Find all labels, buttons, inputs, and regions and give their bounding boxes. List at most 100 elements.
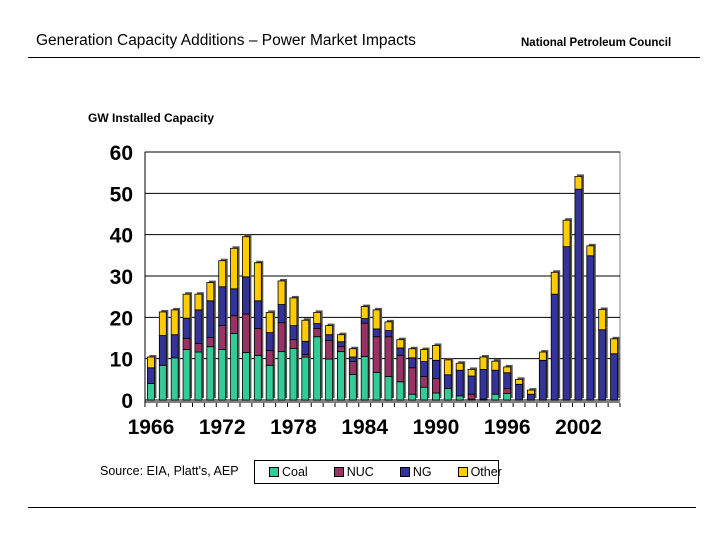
bar-segment-coal-1975 [253, 354, 262, 401]
bar-segment-coal-1966 [147, 383, 155, 401]
bar-segment-coal-1977 [277, 351, 286, 401]
bar-segment-other-1985 [372, 309, 381, 330]
bar-segment-ng-1976 [265, 332, 274, 351]
bar-segment-other-1994 [479, 356, 488, 370]
bar-segment-other-1978 [289, 297, 298, 327]
bar-segment-other-1990 [432, 345, 440, 361]
bar-segment-coal-1992 [455, 395, 464, 401]
bar-segment-ng-1980 [313, 323, 322, 329]
bar-segment-coal-1978 [289, 347, 298, 401]
bar-segment-ng-2005 [610, 353, 618, 401]
legend-label: Other [470, 465, 502, 479]
bar-segment-other-1988 [408, 348, 417, 359]
bar-segment-ng-1975 [253, 300, 262, 329]
bar-segment-coal-1970 [194, 351, 203, 401]
bar-segment-ng-1983 [348, 356, 357, 362]
bar-segment-other-1971 [206, 282, 215, 302]
bar-segment-coal-1974 [242, 352, 250, 401]
bar-segment-ng-1996 [503, 372, 512, 389]
bar-segment-ng-1982 [337, 341, 345, 348]
legend-label: NUC [346, 465, 374, 479]
bar-segment-ng-1987 [396, 347, 405, 356]
bar-segment-other-1982 [337, 334, 345, 343]
legend-swatch [457, 467, 468, 477]
bar-segment-coal-1990 [432, 392, 440, 401]
legend-swatch [399, 467, 410, 477]
x-tick-label: 1996 [484, 416, 531, 439]
bar-segment-nuc-1990 [432, 378, 440, 394]
bar-segment-nuc-1971 [206, 337, 215, 348]
bar-segment-other-1983 [348, 348, 357, 358]
bar-segment-other-2003 [586, 245, 595, 257]
bar-segment-ng-1998 [527, 393, 535, 401]
legend-swatch [333, 467, 344, 477]
y-tick-label: 50 [110, 183, 133, 206]
bar-segment-other-1987 [396, 339, 405, 349]
bar-segment-other-1999 [538, 351, 547, 361]
bar-segment-ng-2003 [586, 255, 595, 401]
bar-segment-coal-1972 [218, 349, 227, 401]
bar-segment-other-2004 [598, 309, 607, 331]
bar-segment-ng-1994 [479, 369, 488, 400]
legend-label: Coal [282, 465, 308, 479]
bar-segment-other-1969 [182, 293, 191, 319]
bar-segment-coal-1991 [443, 388, 452, 401]
bar-segment-ng-1970 [194, 309, 203, 344]
page-title: Generation Capacity Additions – Power Ma… [36, 32, 416, 49]
bar-segment-coal-1981 [325, 358, 333, 401]
legend-item-other: Other [457, 465, 502, 479]
bar-segment-coal-1984 [360, 356, 369, 401]
y-tick-label: 40 [110, 225, 133, 248]
bar-segment-other-2000 [550, 271, 559, 295]
x-tick-label: 1966 [128, 416, 175, 439]
legend: Coal NUC NG Other [254, 460, 502, 484]
bar-segment-ng-1997 [515, 383, 523, 401]
bar-segment-coal-1979 [301, 356, 310, 401]
bar-segment-other-1991 [443, 359, 452, 376]
bar-segment-ng-1993 [467, 375, 476, 395]
x-tick-label: 1978 [270, 416, 317, 439]
bar-segment-coal-1986 [384, 376, 393, 401]
bar-segment-nuc-1985 [372, 336, 381, 373]
source-note: Source: EIA, Platt's, AEP [100, 464, 239, 478]
bar-segment-other-1995 [491, 360, 500, 371]
bar-segment-ng-1977 [277, 304, 286, 324]
legend-item-nuc: NUC [333, 465, 374, 479]
bar-segment-nuc-1986 [384, 336, 393, 377]
bar-segment-nuc-1974 [242, 313, 250, 353]
bar-segment-coal-1982 [337, 351, 345, 401]
bar-segment-other-1974 [242, 236, 250, 278]
x-tick-label: 1990 [413, 416, 460, 439]
bar-segment-nuc-1972 [218, 325, 227, 350]
bar-segment-ng-1979 [301, 340, 310, 355]
bar-segment-nuc-1983 [348, 361, 357, 375]
y-tick-label: 20 [110, 307, 133, 330]
bar-segment-ng-1971 [206, 300, 215, 338]
bar-segment-coal-1976 [265, 364, 274, 401]
bar-segment-other-1986 [384, 321, 393, 331]
bar-segment-ng-1986 [384, 330, 393, 338]
bar-segment-nuc-1987 [396, 354, 405, 383]
bar-segment-ng-1992 [455, 369, 464, 397]
bar-segment-nuc-1996 [503, 388, 512, 394]
bar-segment-nuc-1988 [408, 367, 417, 395]
bar-segment-other-1972 [218, 260, 227, 288]
bar-segment-other-2001 [562, 219, 571, 248]
bar-segment-other-1984 [360, 306, 369, 319]
bar-segment-coal-1995 [491, 393, 500, 401]
bar-segment-ng-1969 [182, 317, 191, 339]
footer-divider [28, 507, 696, 508]
bar-segment-ng-1991 [443, 374, 452, 389]
bar-segment-ng-2004 [598, 329, 607, 401]
bar-segment-other-1996 [503, 366, 512, 374]
legend-item-coal: Coal [269, 465, 308, 479]
bar-segment-ng-1967 [158, 335, 167, 366]
x-tick-label: 1984 [341, 416, 388, 439]
bar-segment-nuc-1977 [277, 322, 286, 353]
bar-segment-nuc-1978 [289, 339, 298, 349]
legend-swatch [269, 467, 279, 477]
legend-item-ng: NG [399, 465, 432, 479]
bar-segment-ng-1972 [218, 286, 227, 327]
bar-segment-coal-1996 [503, 392, 512, 401]
bar-segment-other-2005 [610, 338, 618, 355]
